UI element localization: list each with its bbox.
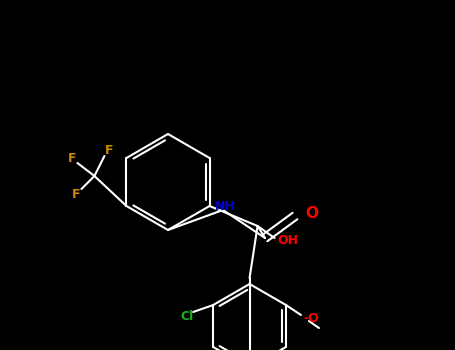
Text: Cl: Cl (181, 310, 194, 323)
Text: F: F (72, 188, 81, 201)
Text: O: O (305, 205, 318, 220)
Text: F: F (68, 152, 77, 164)
Text: F: F (105, 145, 114, 158)
Text: OH: OH (278, 234, 298, 247)
Text: NH: NH (215, 201, 235, 214)
Text: -O: -O (303, 312, 318, 324)
